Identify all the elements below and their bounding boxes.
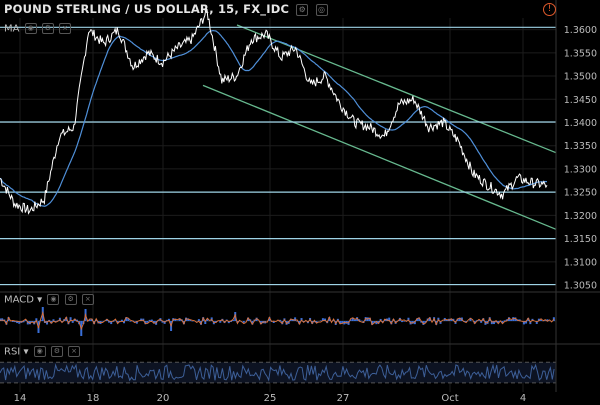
rsi-line bbox=[0, 363, 555, 382]
chart-header: POUND STERLING / US DOLLAR, 15, FX_IDC ⚙… bbox=[4, 2, 328, 16]
macd-pane: 0.000 bbox=[0, 307, 597, 336]
y-tick-label: 1.3050 bbox=[564, 281, 597, 292]
x-tick-label: 27 bbox=[337, 393, 350, 404]
price-line-group bbox=[0, 6, 548, 215]
rsi-indicator-label[interactable]: RSI ▾ ◉ ⚙ × bbox=[4, 346, 81, 358]
settings-icon[interactable]: ⚙ bbox=[296, 3, 309, 16]
ma-indicator-label[interactable]: MA ◉ ⚙ × bbox=[4, 23, 72, 35]
toggle-icon[interactable]: ◎ bbox=[315, 3, 328, 16]
settings-icon[interactable]: ⚙ bbox=[41, 23, 54, 34]
close-icon[interactable]: × bbox=[68, 346, 81, 357]
close-icon[interactable]: × bbox=[81, 294, 94, 305]
y-axis: 1.3600 1.3550 1.3500 1.3450 1.3400 1.3350 1.33… bbox=[555, 0, 600, 405]
ma-line-group bbox=[0, 29, 547, 207]
close-icon[interactable]: × bbox=[59, 23, 72, 34]
settings-icon[interactable]: ⚙ bbox=[64, 294, 77, 305]
channel-upper-line bbox=[236, 24, 557, 154]
x-tick-label: 18 bbox=[87, 393, 100, 404]
x-tick-label: 14 bbox=[14, 393, 27, 404]
y-tick-label: 1.3550 bbox=[564, 48, 597, 59]
y-tick-label: 1.3300 bbox=[564, 164, 597, 175]
macd-indicator-label[interactable]: MACD ▾ ◉ ⚙ × bbox=[4, 294, 94, 306]
x-tick-label: 20 bbox=[157, 393, 170, 404]
ma-label-text: MA bbox=[4, 23, 20, 35]
y-tick-label: 1.3150 bbox=[564, 234, 597, 245]
x-axis: 14 18 20 25 27 Oct 4 bbox=[14, 393, 527, 404]
y-tick-label: 1.3400 bbox=[564, 118, 597, 129]
y-axis-bg bbox=[556, 0, 600, 405]
grid bbox=[0, 18, 556, 392]
y-tick-label: 1.3450 bbox=[564, 95, 597, 106]
x-tick-label: Oct bbox=[441, 393, 458, 404]
eye-icon[interactable]: ◉ bbox=[33, 346, 46, 357]
y-tick-label: 1.3200 bbox=[564, 211, 597, 222]
y-tick-label: 1.3500 bbox=[564, 72, 597, 83]
macd-signal-line bbox=[0, 311, 555, 331]
x-tick-label: 4 bbox=[520, 393, 526, 404]
channel-lower-line bbox=[202, 84, 557, 230]
rsi-label-text: RSI bbox=[4, 346, 21, 358]
pane-dividers bbox=[0, 291, 600, 345]
y-tick-label: 1.3350 bbox=[564, 141, 597, 152]
y-tick-label: 1.3100 bbox=[564, 257, 597, 268]
price-line bbox=[0, 6, 548, 215]
eye-icon[interactable]: ◉ bbox=[47, 294, 60, 305]
macd-label-text: MACD bbox=[4, 294, 34, 306]
alert-icon[interactable]: ! bbox=[543, 3, 556, 16]
ma-line bbox=[0, 29, 547, 207]
chevron-down-icon[interactable]: ▾ bbox=[23, 346, 29, 358]
rsi-pane: 70.00050.000 bbox=[0, 358, 597, 384]
chevron-down-icon[interactable]: ▾ bbox=[37, 294, 43, 306]
y-tick-label: 1.3600 bbox=[564, 25, 597, 36]
y-tick-label: 1.3250 bbox=[564, 188, 597, 199]
x-tick-label: 25 bbox=[264, 393, 277, 404]
symbol-title: POUND STERLING / US DOLLAR, 15, FX_IDC bbox=[4, 2, 290, 16]
settings-icon[interactable]: ⚙ bbox=[50, 346, 63, 357]
eye-icon[interactable]: ◉ bbox=[24, 23, 37, 34]
